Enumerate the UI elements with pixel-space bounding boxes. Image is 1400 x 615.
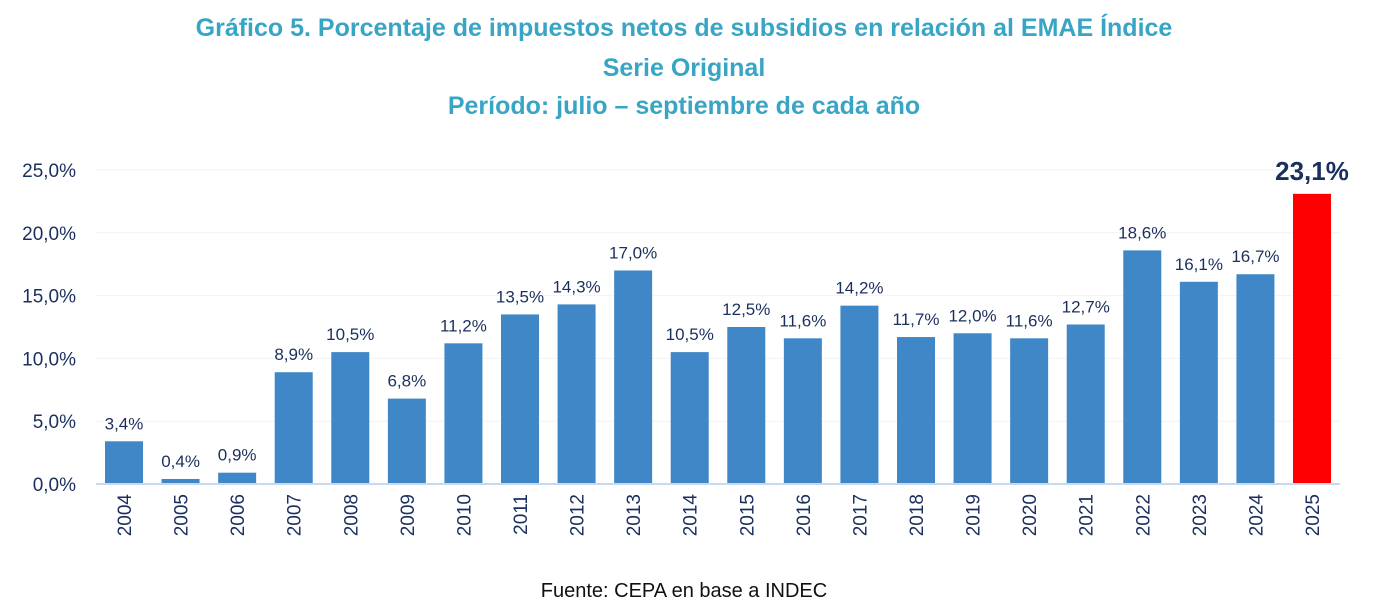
data-label: 23,1% bbox=[1275, 156, 1349, 186]
bar-2020 bbox=[1010, 338, 1049, 484]
x-tick-label: 2021 bbox=[1077, 494, 1098, 536]
y-tick-label: 0,0% bbox=[33, 475, 76, 496]
x-tick-label: 2025 bbox=[1303, 494, 1324, 536]
bar-2017 bbox=[840, 305, 879, 484]
data-label: 11,6% bbox=[1006, 311, 1053, 330]
bar-2009 bbox=[387, 398, 426, 484]
data-label: 10,5% bbox=[326, 325, 374, 344]
bar-2016 bbox=[783, 338, 822, 484]
x-tick-label: 2006 bbox=[228, 494, 249, 536]
bar-2021 bbox=[1066, 324, 1105, 484]
bar-2023 bbox=[1179, 281, 1218, 484]
y-tick-label: 25,0% bbox=[22, 161, 76, 182]
x-tick-label: 2016 bbox=[794, 494, 815, 536]
y-tick-label: 15,0% bbox=[22, 287, 76, 308]
data-label: 17,0% bbox=[609, 243, 657, 262]
x-tick-label: 2009 bbox=[398, 494, 419, 536]
data-label: 12,0% bbox=[948, 306, 996, 325]
data-label: 6,8% bbox=[387, 372, 426, 391]
bar-2008 bbox=[331, 352, 370, 484]
data-label: 3,4% bbox=[105, 414, 144, 433]
data-label: 8,9% bbox=[274, 345, 313, 364]
y-tick-label: 10,0% bbox=[22, 349, 76, 370]
data-label: 0,9% bbox=[218, 446, 257, 465]
x-tick-label: 2022 bbox=[1133, 494, 1154, 536]
chart-period: Período: julio – septiembre de cada año bbox=[447, 92, 921, 120]
bar-2018 bbox=[897, 337, 935, 484]
y-tick-label: 20,0% bbox=[22, 224, 76, 245]
data-label: 12,5% bbox=[722, 300, 770, 319]
data-label: 16,7% bbox=[1231, 247, 1279, 266]
chart-title: Gráfico 5. Porcentaje de impuestos netos… bbox=[195, 14, 1173, 42]
bar-2006 bbox=[218, 472, 257, 484]
x-tick-label: 2023 bbox=[1190, 494, 1211, 536]
x-tick-label: 2015 bbox=[737, 494, 758, 536]
y-tick-label: 5,0% bbox=[33, 412, 76, 433]
data-label: 14,2% bbox=[835, 279, 883, 298]
x-tick-label: 2017 bbox=[850, 494, 871, 536]
bar-chart: 0,0% 5,0% 10,0% 15,0% 20,0% 25,0% 3,4% 2004 0,4%… bbox=[22, 156, 1349, 537]
x-tick-label: 2008 bbox=[341, 494, 362, 536]
x-tick-label: 2024 bbox=[1246, 494, 1267, 537]
data-label: 0,4% bbox=[161, 452, 200, 471]
bar-2007 bbox=[274, 372, 313, 484]
bar-2005 bbox=[161, 478, 200, 484]
data-label: 10,5% bbox=[666, 325, 714, 344]
bar-2013 bbox=[614, 270, 653, 484]
bar-2010 bbox=[444, 343, 483, 484]
x-tick-label: 2004 bbox=[115, 494, 136, 537]
chart-subtitle: Serie Original bbox=[602, 54, 766, 82]
data-label: 12,7% bbox=[1062, 297, 1110, 316]
x-tick-label: 2010 bbox=[454, 494, 475, 536]
bar-2004 bbox=[105, 441, 143, 484]
data-label: 18,6% bbox=[1118, 223, 1166, 242]
data-label: 13,5% bbox=[496, 287, 544, 306]
data-label: 14,3% bbox=[552, 277, 600, 296]
data-label: 11,7% bbox=[893, 310, 940, 329]
source-note: Fuente: CEPA en base a INDEC bbox=[540, 580, 828, 602]
x-tick-label: 2012 bbox=[568, 494, 589, 536]
data-label: 11,6% bbox=[779, 311, 826, 330]
bar-2014 bbox=[670, 352, 709, 484]
data-label: 16,1% bbox=[1175, 255, 1223, 274]
x-tick-label: 2013 bbox=[624, 494, 645, 536]
x-tick-label: 2019 bbox=[964, 494, 985, 536]
x-tick-label: 2005 bbox=[172, 494, 193, 536]
x-tick-label: 2014 bbox=[681, 494, 702, 537]
bar-2012 bbox=[557, 304, 596, 484]
bar-2025 bbox=[1293, 193, 1331, 484]
data-label: 11,2% bbox=[440, 316, 487, 335]
bar-2011 bbox=[501, 314, 539, 484]
bar-2022 bbox=[1123, 250, 1162, 484]
bar-2015 bbox=[727, 327, 766, 484]
x-tick-label: 2020 bbox=[1020, 494, 1041, 536]
x-tick-label: 2007 bbox=[285, 494, 306, 536]
bar-2019 bbox=[953, 333, 992, 484]
bar-2024 bbox=[1236, 274, 1275, 484]
x-tick-label: 2011 bbox=[511, 494, 532, 535]
x-tick-label: 2018 bbox=[907, 494, 928, 536]
